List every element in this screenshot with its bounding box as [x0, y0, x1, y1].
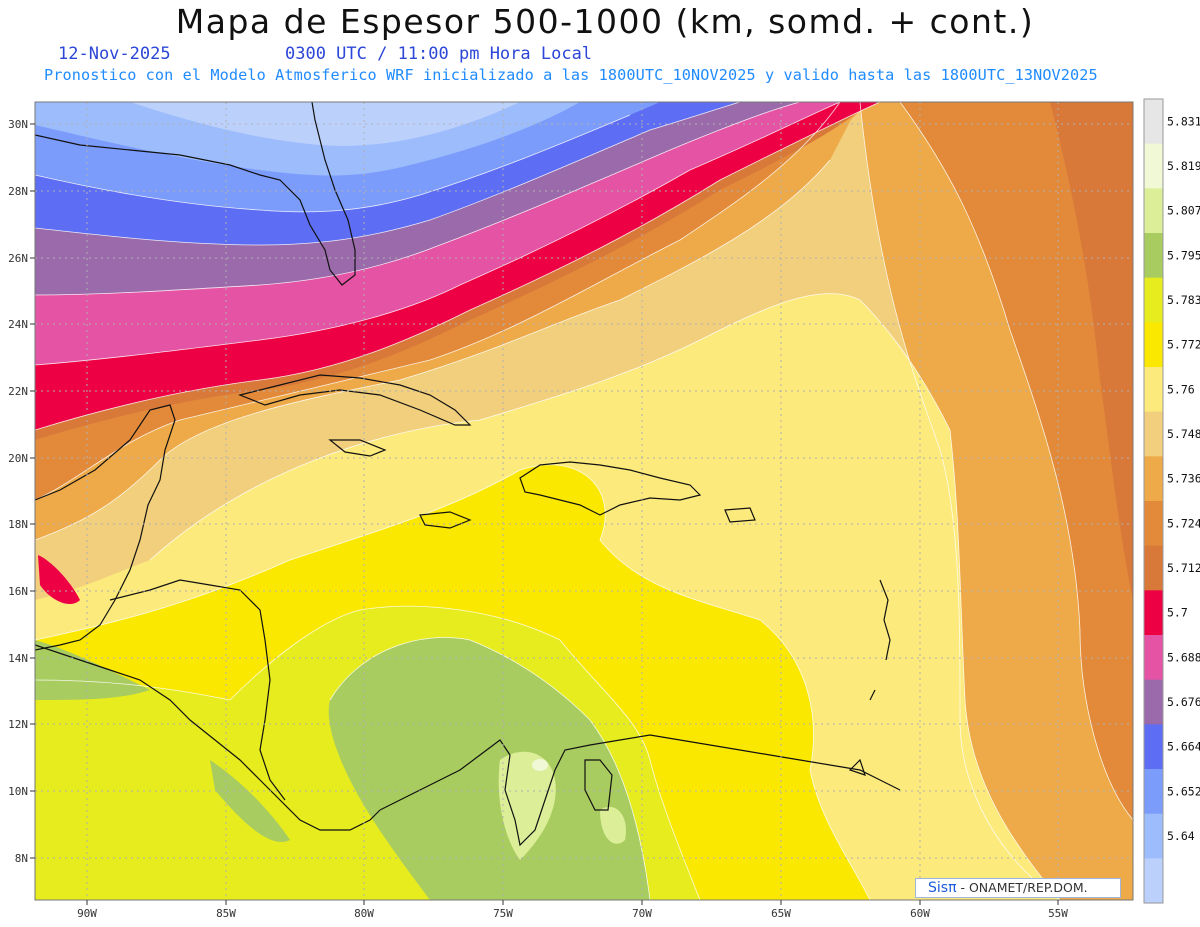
- band-5712-east: [1050, 102, 1133, 600]
- lat-label: 18N: [8, 518, 28, 531]
- colorbar-swatch: [1144, 724, 1163, 770]
- colorbar-swatch: [1144, 679, 1163, 725]
- band-5700-belize: [38, 555, 80, 605]
- colorbar-swatch: [1144, 769, 1163, 815]
- credit-text: - ONAMET/REP.DOM.: [960, 880, 1088, 895]
- lat-label: 8N: [15, 852, 28, 865]
- band-5724-east: [900, 102, 1133, 820]
- colorbar-level-label: 5.772: [1167, 338, 1200, 352]
- colorbar-level-label: 5.7: [1167, 606, 1188, 620]
- colorbar-swatch: [1144, 635, 1163, 681]
- colorbar-swatch: [1144, 590, 1163, 636]
- colorbar-level-label: 5.676: [1167, 695, 1200, 709]
- colorbar-level-label: 5.736: [1167, 472, 1200, 486]
- colorbar-swatch: [1144, 233, 1163, 279]
- lat-label: 30N: [8, 118, 28, 131]
- colorbar-level-label: 5.819: [1167, 159, 1200, 173]
- lon-axis: 90W 85W 80W 75W 70W 65W 60W 55W: [77, 907, 1068, 920]
- colorbar-level-label: 5.807: [1167, 204, 1200, 218]
- lat-ticks: [30, 123, 35, 859]
- colorbar-swatch: [1144, 501, 1163, 547]
- colorbar-level-label: 5.795: [1167, 248, 1200, 262]
- lat-label: 26N: [8, 252, 28, 265]
- lat-label: 10N: [8, 785, 28, 798]
- colorbar-swatch: [1144, 188, 1163, 234]
- lon-label: 60W: [910, 907, 930, 920]
- band-5819: [532, 759, 548, 771]
- colorbar-level-label: 5.76: [1167, 382, 1195, 396]
- gridlines: [35, 102, 1133, 900]
- lon-label: 90W: [77, 907, 97, 920]
- colorbar-swatch: [1144, 411, 1163, 457]
- colorbar-level-label: 5.652: [1167, 784, 1200, 798]
- contour-lines: [35, 102, 1133, 900]
- colorbar-swatch: [1144, 456, 1163, 502]
- forecast-date: 12-Nov-2025: [58, 44, 171, 64]
- colorbar-level-label: 5.712: [1167, 561, 1200, 575]
- sispi-logo: Sisπ: [928, 880, 957, 896]
- colorbar-frame: [1143, 98, 1164, 904]
- credit-box: Sisπ - ONAMET/REP.DOM.: [915, 878, 1121, 898]
- colorbar-level-label: 5.688: [1167, 650, 1200, 664]
- lon-label: 65W: [771, 907, 791, 920]
- forecast-time: 0300 UTC / 11:00 pm Hora Local: [285, 44, 593, 64]
- lon-ticks: [86, 900, 1059, 905]
- forecast-subtitle: Pronostico con el Modelo Atmosferico WRF…: [44, 66, 1098, 84]
- lon-label: 55W: [1048, 907, 1068, 920]
- lon-label: 80W: [354, 907, 374, 920]
- colorbar-level-label: 5.831: [1167, 114, 1200, 128]
- colorbar-swatch: [1144, 99, 1163, 145]
- colorbar-level-label: 5.664: [1167, 740, 1200, 754]
- colorbar-swatch: [1144, 322, 1163, 368]
- map-title: Mapa de Espesor 500-1000 (km, somd. + co…: [175, 2, 1035, 41]
- band-5807-east: [600, 806, 626, 844]
- lat-label: 22N: [8, 385, 28, 398]
- lat-label: 14N: [8, 652, 28, 665]
- lat-label: 20N: [8, 452, 28, 465]
- lat-label: 12N: [8, 718, 28, 731]
- colorbar-swatch: [1144, 143, 1163, 189]
- lat-label: 28N: [8, 185, 28, 198]
- lat-axis: 30N 28N 26N 24N 22N 20N 18N 16N 14N 12N …: [8, 118, 28, 865]
- lon-label: 85W: [216, 907, 236, 920]
- colorbar-level-label: 5.748: [1167, 427, 1200, 441]
- colorbar-level-label: 5.64: [1167, 829, 1195, 843]
- colorbar-level-label: 5.783: [1167, 293, 1200, 307]
- lat-label: 24N: [8, 318, 28, 331]
- colorbar-labels: 5.831 5.819 5.807 5.795 5.783 5.772 5.76 5.748 5…: [1167, 114, 1200, 843]
- colorbar-swatch: [1144, 367, 1163, 413]
- colorbar: [1144, 99, 1163, 904]
- thickness-field: [35, 102, 1133, 900]
- colorbar-swatch: [1144, 277, 1163, 323]
- band-5795: [328, 637, 650, 900]
- band-5807: [498, 751, 556, 860]
- lon-label: 70W: [632, 907, 652, 920]
- colorbar-level-label: 5.724: [1167, 516, 1200, 530]
- lat-label: 16N: [8, 585, 28, 598]
- colorbar-swatch: [1144, 813, 1163, 859]
- map-frame: [34, 101, 1134, 901]
- lon-label: 75W: [493, 907, 513, 920]
- colorbar-swatch: [1144, 545, 1163, 591]
- band-5795-pacific: [210, 760, 290, 842]
- colorbar-swatch: [1144, 858, 1163, 904]
- coastlines: [35, 102, 901, 847]
